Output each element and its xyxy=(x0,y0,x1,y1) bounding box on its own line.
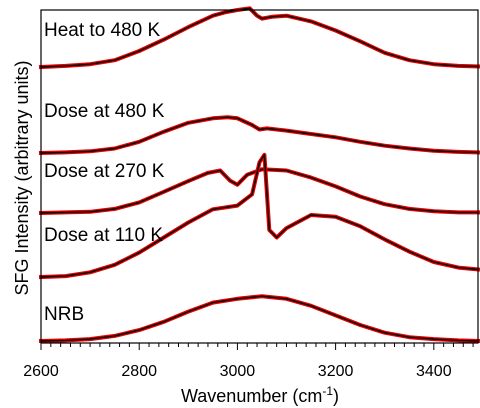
trace-label-0: Heat to 480 K xyxy=(44,20,161,41)
series-fit-trace-4 xyxy=(41,296,478,341)
series-data-trace-1 xyxy=(41,117,478,153)
trace-label-2: Dose at 270 K xyxy=(44,161,165,182)
x-tick-label-2600: 2600 xyxy=(23,363,59,380)
x-tick-label-3400: 3400 xyxy=(416,363,452,380)
series-data-trace-4 xyxy=(41,296,478,341)
trace-label-1: Dose at 480 K xyxy=(44,101,165,122)
y-axis-title: SFG Intensity (arbitrary units) xyxy=(12,60,32,295)
trace-label-3: Dose at 110 K xyxy=(44,225,163,246)
trace-label-4: NRB xyxy=(44,304,84,325)
x-axis-title: Wavenumber (cm-1) xyxy=(181,384,339,406)
x-tick-label-3200: 3200 xyxy=(318,363,354,380)
x-tick-label-3000: 3000 xyxy=(220,363,256,380)
x-tick-label-2800: 2800 xyxy=(121,363,157,380)
